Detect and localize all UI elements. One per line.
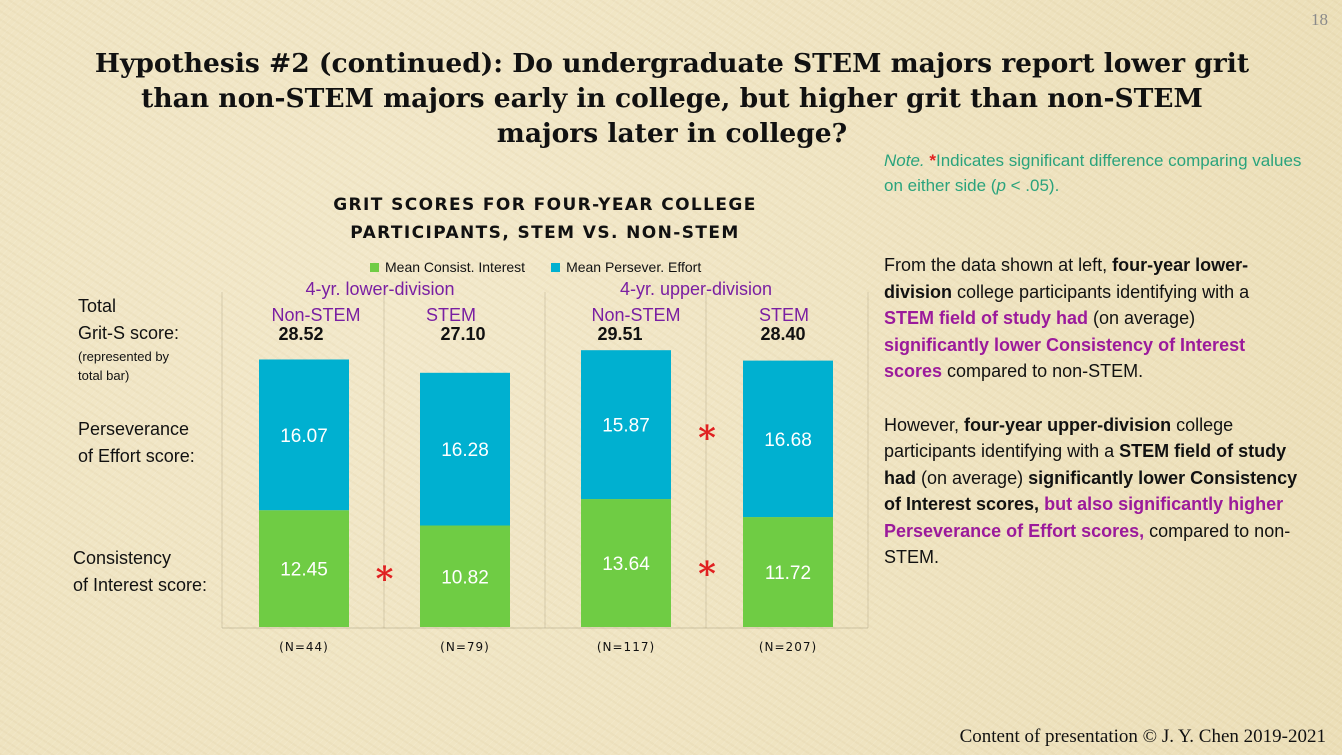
slide-title: Hypothesis #2 (continued): Do undergradu… (94, 48, 1250, 149)
total-score-upper-nonstem: 29.51 (597, 324, 643, 344)
bar-segment-consistency (259, 510, 349, 627)
category-label-lower-nonstem: Non-STEM (271, 305, 361, 325)
row-label-persev-line2: of Effort score: (78, 446, 195, 466)
row-label-total-line1: Total (78, 296, 117, 316)
sample-size-label: (N=79) (440, 640, 490, 654)
summary-run: (on average) (916, 467, 1029, 488)
bar-segment-consistency (581, 499, 671, 627)
sample-size-label: (N=117) (597, 640, 655, 654)
bar-segment-perseverance (581, 350, 671, 500)
category-label-upper-stem: STEM (758, 305, 809, 325)
total-score-lower-stem: 27.10 (440, 324, 486, 344)
note-star: * (929, 151, 936, 170)
significance-star-icon: * (376, 559, 394, 599)
legend-item-perseverance: Mean Persever. Effort (551, 259, 701, 275)
bar-segment-perseverance (259, 359, 349, 511)
summary-run: four-year lower-division (884, 255, 1249, 302)
row-label-consistency: Consistency of Interest score: (73, 545, 207, 599)
row-label-total-line2: Grit-S score: (78, 323, 180, 343)
bar-segment-perseverance (420, 372, 510, 526)
total-score-lower-nonstem: 28.52 (278, 324, 324, 344)
data-label-perseverance: 15.87 (602, 416, 650, 437)
sample-size-label: (N=207) (759, 640, 817, 654)
sample-size-label: (N=44) (279, 640, 329, 654)
summary-paragraph-1: From the data shown at left, four-year l… (884, 252, 1304, 385)
row-label-total-sub1: (represented by (78, 349, 170, 364)
note-p: p (996, 176, 1006, 195)
row-label-consist-line1: Consistency (73, 548, 172, 568)
slide-number: 18 (1311, 10, 1328, 29)
copyright-footer: Content of presentation © J. Y. Chen 201… (959, 726, 1326, 747)
summary-run: From the data shown at left, (884, 255, 1113, 275)
row-label-persev-line1: Perseverance (78, 419, 190, 439)
significance-star-icon: * (698, 555, 716, 595)
legend-swatch-perseverance (551, 262, 561, 272)
row-label-perseverance: Perseverance of Effort score: (78, 416, 195, 470)
group-label-upper: 4-yr. upper-division (619, 279, 773, 299)
data-label-consistency: 13.64 (602, 554, 650, 575)
row-label-total: Total Grit-S score: (represented by tota… (78, 293, 179, 385)
note-text-b: < .05). (1005, 176, 1060, 195)
data-label-consistency: 10.82 (441, 567, 489, 588)
note-text-a: Indicates significant difference compari… (884, 151, 1302, 195)
row-label-consist-line2: of Interest score: (73, 575, 208, 595)
bar-segment-consistency (743, 517, 833, 627)
total-score-upper-stem: 28.40 (760, 324, 806, 344)
significance-star-icon: * (698, 419, 716, 459)
legend-item-consistency: Mean Consist. Interest (370, 259, 525, 275)
bar-segment-perseverance (743, 360, 833, 518)
data-label-perseverance: 16.68 (764, 430, 812, 451)
significance-note: Note. *Indicates significant difference … (884, 148, 1314, 198)
summary-paragraph-2: However, four-year upper-division colleg… (884, 412, 1304, 571)
summary-run: significantly lower Consistency of Inter… (884, 334, 1246, 382)
category-label-upper-nonstem: Non-STEM (591, 305, 681, 325)
summary-run: STEM field of study had (884, 308, 1089, 328)
data-label-consistency: 11.72 (765, 563, 811, 584)
legend-swatch-consistency (370, 262, 379, 272)
summary-run: STEM field of study had (884, 441, 1287, 488)
summary-run: However, (884, 414, 965, 435)
summary-run: but also significantly higher Perseveran… (884, 494, 1284, 541)
note-prefix: Note. (884, 151, 925, 170)
data-label-perseverance: 16.28 (441, 440, 489, 461)
data-label-perseverance: 16.07 (280, 426, 328, 447)
bar-segment-consistency (420, 525, 510, 627)
chart-title: GRIT SCORES FOR FOUR-YEAR COLLEGE PARTIC… (333, 195, 757, 243)
group-label-lower: 4-yr. lower-division (305, 279, 455, 299)
summary-text: From the data shown at left, four-year l… (884, 252, 1304, 598)
chart-legend: Mean Consist. Interest Mean Persever. Ef… (370, 259, 701, 275)
category-label-lower-stem: STEM (425, 305, 476, 325)
summary-run: compared to non-STEM. (942, 361, 1144, 381)
legend-label-consistency: Mean Consist. Interest (385, 259, 526, 275)
summary-run: college participants identifying with a (884, 414, 1234, 462)
legend-label-perseverance: Mean Persever. Effort (566, 259, 702, 275)
summary-run: compared to non-STEM. (884, 520, 1291, 568)
summary-run: (on average) (1088, 308, 1196, 328)
summary-run: college participants identifying with a (952, 281, 1250, 302)
summary-run: four-year upper-division (964, 414, 1172, 435)
row-label-total-sub2: total bar) (78, 368, 130, 383)
summary-run: significantly lower Consistency of Inter… (884, 467, 1298, 515)
data-label-consistency: 12.45 (280, 560, 328, 581)
